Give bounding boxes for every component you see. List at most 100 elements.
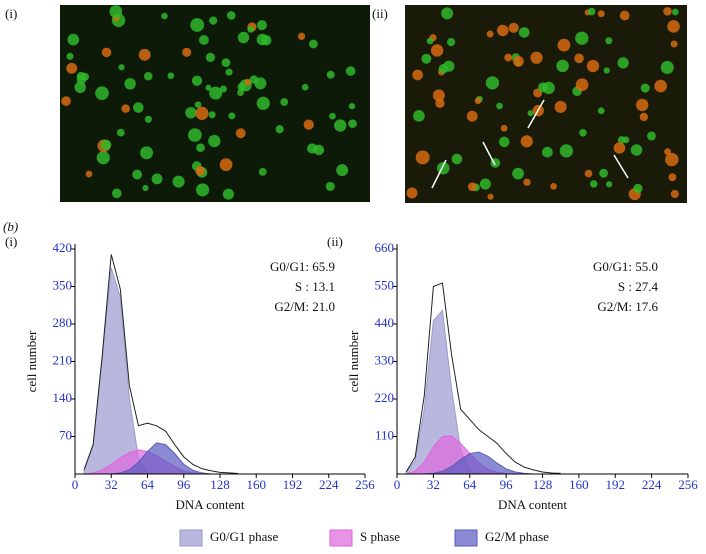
cell (74, 81, 86, 93)
y-axis-label: cell number (346, 330, 361, 392)
cell (446, 38, 456, 47)
cell (430, 44, 444, 57)
y-tick-label: 660 (375, 240, 395, 255)
cell (518, 27, 530, 38)
cell (437, 161, 450, 175)
cell (66, 62, 78, 74)
x-tick-label: 32 (427, 477, 440, 492)
cell (313, 144, 325, 156)
cell (348, 119, 357, 129)
cell (667, 20, 680, 33)
cell (85, 170, 93, 178)
phase-percentage: G0/G1: 65.9 (270, 259, 335, 274)
cell (412, 69, 423, 81)
y-tick-label: 280 (53, 315, 73, 330)
cell (474, 97, 482, 105)
cell (256, 96, 270, 110)
cell (237, 89, 244, 96)
cell (225, 68, 233, 76)
x-tick-label: 0 (72, 477, 79, 492)
phase-percentage: G2/M: 17.6 (597, 299, 658, 314)
cell (467, 182, 477, 192)
phase-percentage: G2/M: 21.0 (274, 299, 335, 314)
cell (76, 71, 86, 81)
cell (208, 134, 221, 148)
arrows (431, 99, 629, 189)
cell (530, 51, 543, 64)
cell (575, 31, 589, 45)
cell (550, 183, 557, 190)
x-axis-label: DNA content (498, 497, 567, 512)
y-tick-label: 210 (53, 352, 73, 367)
cell (665, 152, 679, 167)
cell (221, 58, 231, 67)
cell (151, 173, 163, 185)
cell (144, 115, 152, 123)
x-tick-label: 192 (283, 477, 303, 492)
cell (143, 71, 153, 81)
cell (647, 131, 656, 141)
x-tick-label: 64 (141, 477, 155, 492)
cell (124, 78, 136, 90)
x-tick-label: 0 (394, 477, 401, 492)
cell (654, 79, 667, 93)
histogram-line (405, 282, 561, 474)
cell (639, 112, 648, 122)
cell (599, 168, 608, 178)
phase-percentage: S : 27.4 (618, 279, 659, 294)
cell (640, 83, 650, 93)
cell (451, 153, 463, 165)
cell (101, 47, 112, 58)
cell (617, 57, 629, 69)
cell (619, 10, 630, 21)
cell (633, 183, 643, 194)
cell (235, 128, 246, 139)
x-tick-label: 160 (569, 477, 589, 492)
cell (301, 83, 309, 91)
cell (668, 173, 677, 182)
x-axis-label: DNA content (176, 497, 245, 512)
cell (228, 112, 236, 120)
cell (557, 38, 571, 52)
cell (182, 47, 192, 57)
cell (485, 76, 500, 90)
y-tick-label: 140 (53, 390, 73, 405)
cell (208, 111, 216, 119)
cell (209, 16, 218, 25)
cell (523, 178, 531, 186)
cell (348, 103, 356, 110)
x-tick-label: 256 (678, 477, 698, 492)
cell (605, 181, 613, 188)
y-tick-label: 440 (375, 315, 395, 330)
cell (421, 53, 432, 64)
cell (138, 48, 151, 61)
cell (205, 84, 212, 91)
cell (574, 53, 584, 64)
cell (406, 187, 418, 199)
cell (256, 20, 267, 31)
cell (66, 52, 74, 60)
cell (111, 188, 122, 199)
cell (196, 143, 205, 153)
panel-label: (ii) (372, 6, 388, 21)
y-axis-label: cell number (24, 330, 39, 392)
cell (275, 125, 284, 134)
cell (415, 150, 430, 165)
cell (605, 37, 613, 45)
cell (303, 119, 314, 130)
cell (109, 5, 123, 18)
cell (205, 52, 216, 62)
cell (191, 75, 203, 86)
cell (586, 59, 600, 73)
cell (219, 158, 233, 172)
cell (664, 148, 671, 156)
cell (603, 67, 610, 74)
x-tick-label: 160 (247, 477, 267, 492)
x-tick-label: 64 (463, 477, 477, 492)
cell (587, 7, 596, 16)
cell (622, 136, 630, 144)
cell (326, 70, 335, 79)
cell (195, 106, 209, 120)
cell (479, 178, 491, 190)
